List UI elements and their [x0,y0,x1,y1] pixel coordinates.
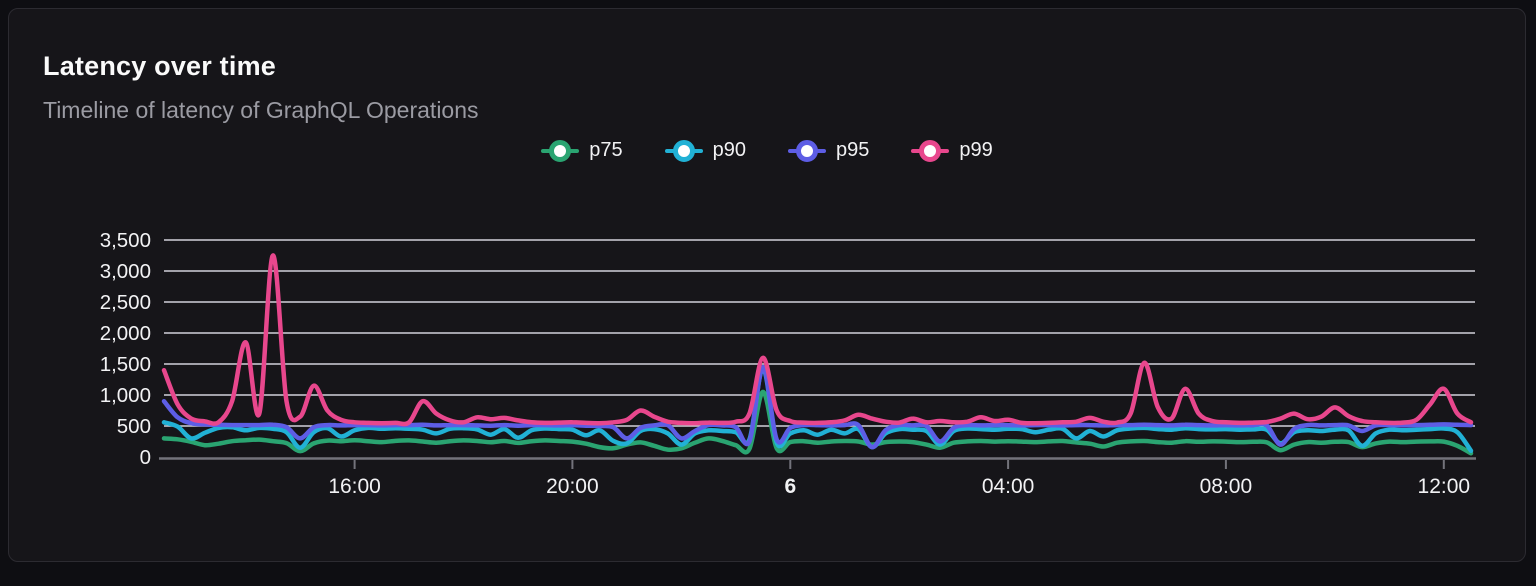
chart-subtitle: Timeline of latency of GraphQL Operation… [43,97,479,123]
p75-series-line[interactable] [161,389,1474,456]
x-axis-labels: 16:00 20:00 6 04:00 08:00 12:00 [328,475,1470,498]
p75-legend-marker-icon [541,139,580,162]
x-axis [159,457,1476,469]
y-axis-label-2,000: 2,000 [100,322,151,345]
p99-series-line[interactable] [161,253,1474,427]
legend-item-p99[interactable]: p99 [911,139,993,162]
legend-item-p75[interactable]: p75 [541,139,623,162]
chart-title: Latency over time [43,51,276,81]
chart-canvas[interactable]: 0 500 1,000 1,500 2,000 2,500 3,000 3,500 16:00 2… [9,9,1536,581]
latency-chart[interactable]: 0 500 1,000 1,500 2,000 2,500 3,000 3,500 16:00 2… [9,9,1536,581]
y-gridlines [164,239,1475,427]
y-axis-label-3,500: 3,500 [100,229,151,252]
y-axis-labels: 0 500 1,000 1,500 2,000 2,500 3,000 3,500 [100,229,151,469]
latency-panel: Latency over time Timeline of latency of… [8,8,1526,562]
x-axis-label-08:00: 08:00 [1200,475,1253,498]
y-axis-label-3,000: 3,000 [100,260,151,283]
x-axis-label-16:00: 16:00 [328,475,381,498]
y-axis-label-1,000: 1,000 [100,384,151,407]
x-axis-label-12:00: 12:00 [1418,475,1471,498]
x-axis-label-20:00: 20:00 [546,475,599,498]
p90-legend-marker-icon [664,139,703,162]
legend-item-p90[interactable]: p90 [664,139,746,162]
y-axis-label-0: 0 [140,446,151,469]
y-axis-label-2,500: 2,500 [100,291,151,314]
y-axis-label-500: 500 [117,415,151,438]
legend-label-p90: p90 [712,139,746,161]
dashboard-background: Latency over time Timeline of latency of… [8,8,1526,562]
p95-legend-marker-icon [788,139,826,162]
legend-label-p99: p99 [959,139,993,161]
chart-legend: p75 p90 p95 p99 [9,139,1525,162]
x-axis-label-04:00: 04:00 [982,475,1035,498]
x-axis-label-6: 6 [784,475,796,498]
p90-series-line[interactable] [161,366,1474,454]
p99-legend-marker-icon [911,139,950,162]
series-lines [161,253,1474,456]
legend-label-p75: p75 [589,139,623,161]
legend-item-p95[interactable]: p95 [788,139,869,162]
y-axis-label-1,500: 1,500 [100,353,151,376]
legend-label-p95: p95 [836,139,870,161]
